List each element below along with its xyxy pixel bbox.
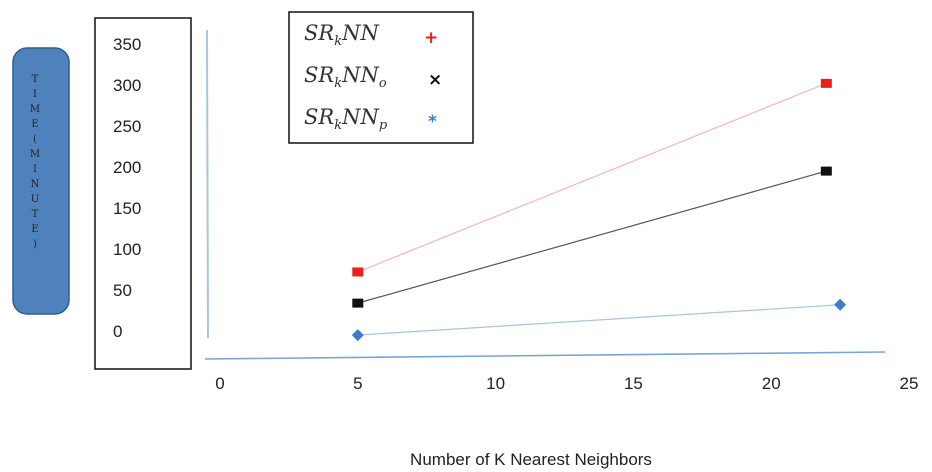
x-tick-label: 25 (900, 374, 919, 393)
y-tick-label: 0 (113, 322, 122, 341)
y-axis-title-char: U (31, 194, 39, 205)
series-line-2 (357, 304, 841, 336)
y-tick-label: 250 (113, 117, 141, 136)
y-tick-label: 300 (113, 76, 141, 95)
y-axis-title-char: T (32, 209, 39, 220)
legend-marker-icon: * (428, 112, 437, 132)
data-point (820, 78, 832, 88)
y-axis-title-char: N (31, 179, 40, 190)
y-axis-title-char: E (31, 119, 38, 130)
legend-label: SRkNNp (304, 105, 388, 133)
x-tick-label: 0 (215, 374, 224, 393)
legend-marker-icon: × (428, 70, 442, 90)
y-axis-title-char: M (30, 149, 40, 160)
y-axis-title-char: I (33, 89, 37, 100)
data-point (352, 267, 364, 277)
y-axis-title-char: M (30, 104, 40, 115)
legend-marker-icon: + (424, 28, 438, 48)
legend-items: SRkNN + SRkNNo × SRkNNp * (304, 21, 442, 133)
legend (288, 11, 474, 144)
y-axis-title-char: I (33, 164, 37, 175)
data-point (820, 166, 832, 176)
y-axis-title-char: ( (33, 134, 37, 145)
y-tick-label: 350 (113, 35, 141, 54)
y-axis-title-char: ) (33, 239, 37, 250)
series-line-1 (357, 170, 827, 304)
y-tick-label: 50 (113, 281, 132, 300)
x-axis-line (204, 351, 886, 360)
x-tick-label: 20 (762, 374, 781, 393)
series-line-0 (357, 82, 827, 273)
x-axis-title: Number of K Nearest Neighbors (410, 450, 652, 469)
x-tick-labels: 0 5 10 15 20 25 (215, 374, 918, 393)
legend-entry: SRkNNo × (304, 63, 442, 91)
x-tick-label: 10 (486, 374, 505, 393)
legend-entry: SRkNN + (304, 21, 438, 49)
y-axis-title-box (12, 47, 70, 315)
y-tick-label: 200 (113, 158, 141, 177)
y-tick-labels: 0 50 100 150 200 250 300 350 (113, 35, 141, 341)
data-point (352, 298, 364, 308)
y-tick-box (94, 17, 192, 370)
x-tick-label: 15 (624, 374, 643, 393)
y-tick-label: 150 (113, 199, 141, 218)
legend-entry: SRkNNp * (304, 105, 437, 133)
data-point (351, 329, 364, 342)
y-axis-title-char: T (32, 74, 39, 85)
x-tick-label: 5 (353, 374, 362, 393)
y-axis-line (206, 29, 209, 339)
data-point (834, 298, 847, 311)
plot-area (351, 78, 847, 342)
y-tick-label: 100 (113, 240, 141, 259)
legend-label: SRkNNo (304, 63, 387, 91)
y-axis-title-char: E (31, 224, 38, 235)
legend-label: SRkNN (304, 21, 379, 49)
